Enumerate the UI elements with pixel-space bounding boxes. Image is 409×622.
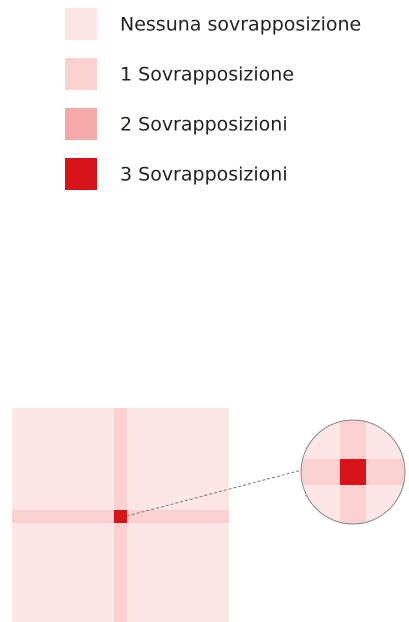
zoom-center [340, 459, 366, 485]
magnifier-border [300, 419, 406, 525]
legend-label: 2 Sovrapposizioni [120, 114, 288, 136]
legend-label: Nessuna sovrapposizione [120, 14, 361, 36]
overlap-center [114, 510, 127, 523]
overlap-illustration [12, 408, 406, 622]
legend-label: 1 Sovrapposizione [120, 64, 294, 86]
legend: Nessuna sovrapposizione 1 Sovrapposizione… [65, 8, 361, 190]
legend-swatch [65, 8, 97, 40]
legend-swatch [65, 58, 97, 90]
legend-swatch [65, 108, 97, 140]
legend-swatch [65, 158, 97, 190]
magnifier [301, 420, 405, 524]
connector [126, 469, 303, 517]
legend-label: 3 Sovrapposizioni [120, 164, 288, 186]
